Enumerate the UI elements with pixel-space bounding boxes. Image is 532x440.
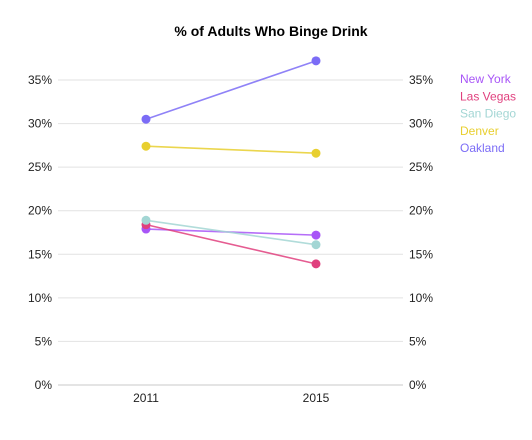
y-tick-label-left: 20%: [28, 204, 52, 218]
y-axis-left: 0% 5% 10% 15% 20% 25% 30% 35%: [28, 73, 52, 392]
legend-entry: Oakland: [460, 141, 505, 155]
series-oakland: [141, 56, 321, 124]
gridlines: [58, 79, 403, 386]
series-line: [145, 223, 317, 265]
y-tick-label-right: 10%: [409, 291, 433, 305]
y-tick-label-right: 0%: [409, 378, 427, 392]
legend-entry: Las Vegas: [460, 89, 516, 103]
legend-entry: San Diego: [460, 107, 516, 121]
y-tick-label-right: 35%: [409, 73, 433, 87]
data-point: [141, 114, 151, 124]
y-tick-label-left: 5%: [35, 334, 53, 348]
y-tick-label-left: 25%: [28, 160, 52, 174]
series-lines: [141, 56, 321, 269]
series-denver: [141, 141, 321, 158]
chart-title: % of Adults Who Binge Drink: [174, 23, 367, 39]
series-las-vegas: [141, 220, 321, 269]
y-tick-label-left: 0%: [35, 378, 53, 392]
y-tick-label-right: 25%: [409, 160, 433, 174]
y-tick-label-right: 5%: [409, 334, 427, 348]
data-point: [141, 215, 151, 225]
y-tick-label-left: 35%: [28, 73, 52, 87]
data-point: [311, 56, 321, 66]
legend-entry: Denver: [460, 124, 499, 138]
data-point: [311, 230, 321, 240]
x-tick-label: 2015: [303, 391, 330, 405]
x-tick-label: 2011: [133, 391, 159, 405]
data-point: [311, 240, 321, 250]
series-line: [145, 60, 317, 120]
series-san-diego: [141, 215, 321, 250]
y-tick-label-left: 10%: [28, 291, 52, 305]
data-point: [311, 259, 321, 269]
legend-entry: New York: [460, 72, 512, 86]
y-tick-label-right: 15%: [409, 247, 433, 261]
y-axis-right: 0% 5% 10% 15% 20% 25% 30% 35%: [409, 73, 433, 392]
y-tick-label-right: 30%: [409, 117, 433, 131]
y-tick-label-right: 20%: [409, 204, 433, 218]
series-line: [145, 145, 317, 154]
y-tick-label-left: 15%: [28, 247, 52, 261]
series-line: [145, 219, 317, 246]
data-point: [311, 148, 321, 158]
legend: New York Las Vegas San Diego Denver Oakland: [460, 72, 516, 155]
x-axis: 2011 2015: [133, 391, 330, 405]
data-point: [141, 141, 151, 151]
y-tick-label-left: 30%: [28, 117, 52, 131]
